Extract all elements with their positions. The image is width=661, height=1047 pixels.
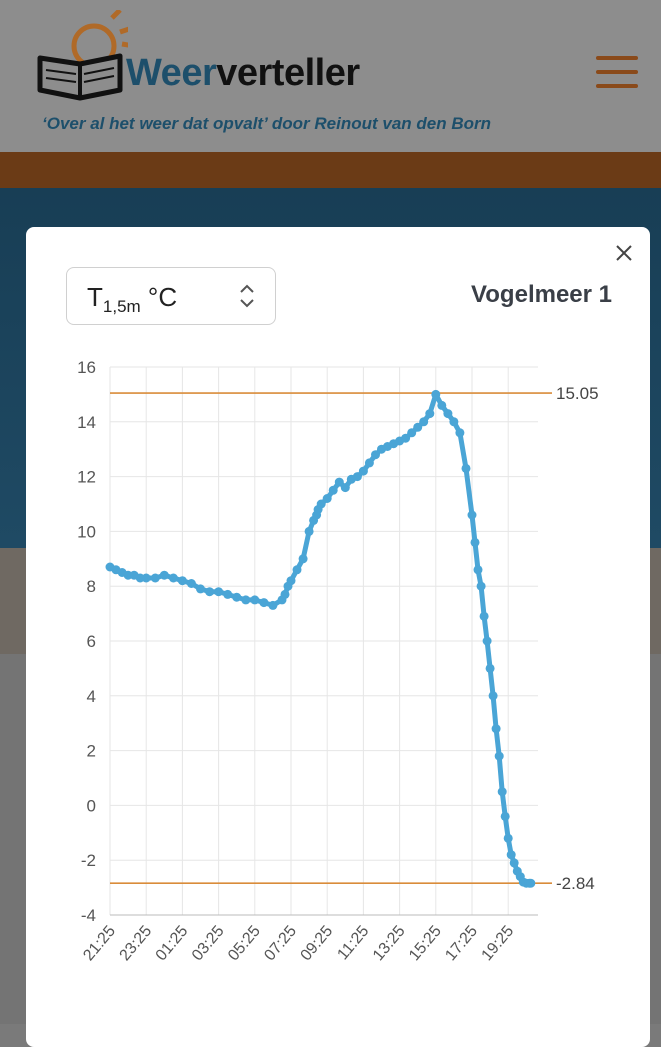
data-point <box>196 584 205 594</box>
data-point <box>443 409 453 419</box>
data-point <box>298 554 308 564</box>
data-point <box>186 579 196 588</box>
data-point <box>280 589 290 599</box>
x-tick-label: 19:25 <box>478 923 517 965</box>
site-header: Weerverteller ‘Over al het weer dat opva… <box>0 0 661 152</box>
data-point <box>488 691 498 701</box>
y-tick-label: 6 <box>87 632 96 651</box>
nav-band <box>0 152 661 188</box>
data-point <box>526 878 536 888</box>
data-point <box>205 587 215 597</box>
variable-select-value: T1,5m °C <box>87 282 177 317</box>
data-point <box>250 595 260 605</box>
y-tick-label: 0 <box>87 796 96 815</box>
data-point <box>455 428 465 438</box>
data-point <box>506 850 516 860</box>
variable-base: T <box>87 282 103 312</box>
x-tick-label: 07:25 <box>261 923 300 965</box>
x-tick-label: 09:25 <box>297 923 336 965</box>
data-point <box>413 422 423 432</box>
data-point <box>482 636 492 646</box>
y-tick-label: 16 <box>77 358 96 377</box>
data-point <box>449 417 459 427</box>
data-point <box>425 409 435 419</box>
data-point <box>268 600 278 610</box>
data-point <box>141 573 151 583</box>
data-point <box>497 787 507 797</box>
site-tagline: ‘Over al het weer dat opvalt’ door Reino… <box>42 114 491 133</box>
site-title-accent: Weer <box>126 52 217 94</box>
data-point <box>500 811 510 821</box>
y-tick-label: -2 <box>81 851 96 870</box>
data-point <box>509 858 519 868</box>
data-point <box>334 477 344 487</box>
y-tick-label: 10 <box>77 522 96 541</box>
data-point <box>232 592 242 602</box>
y-tick-label: 14 <box>77 413 96 432</box>
data-point <box>431 389 441 399</box>
chevron-up-down-icon <box>240 284 254 308</box>
data-point <box>292 565 302 575</box>
data-point <box>491 724 501 734</box>
data-point <box>494 751 504 761</box>
data-point <box>340 483 350 493</box>
data-point <box>371 450 380 460</box>
x-tick-label: 05:25 <box>225 923 264 965</box>
station-name: Vogelmeer 1 <box>471 281 612 308</box>
data-point <box>159 570 169 580</box>
close-icon[interactable] <box>612 241 636 265</box>
y-tick-label: -4 <box>81 906 96 925</box>
data-point <box>259 598 269 608</box>
data-point <box>214 587 224 597</box>
data-point <box>241 595 251 605</box>
data-point <box>461 463 471 473</box>
data-point <box>223 589 233 599</box>
x-tick-label: 11:25 <box>334 923 372 964</box>
x-tick-label: 01:25 <box>153 923 192 965</box>
data-point <box>328 485 338 495</box>
data-point <box>476 581 486 591</box>
variable-select[interactable]: T1,5m °C <box>66 267 276 325</box>
variable-sub: 1,5m <box>102 297 141 316</box>
x-tick-label: 21:25 <box>80 923 119 965</box>
data-point <box>286 576 296 586</box>
data-point <box>322 494 332 503</box>
reference-label: -2.84 <box>556 874 595 893</box>
reference-label: 15.05 <box>556 384 599 403</box>
data-point <box>470 537 480 547</box>
temperature-chart: 16 14 12 10 8 6 4 2 0 -2 -421:2523:2501:2503:2505:… <box>77 358 599 965</box>
data-point <box>437 400 447 410</box>
data-point <box>316 499 326 509</box>
data-point <box>177 576 187 586</box>
chart-modal: T1,5m °C Vogelmeer 1 16 14 12 10 8 6 4 2 0 -2 -4 21… <box>26 227 650 1047</box>
y-tick-label: 4 <box>87 687 96 706</box>
data-point <box>401 433 411 443</box>
hamburger-menu-icon[interactable] <box>596 56 638 92</box>
data-point <box>467 510 477 520</box>
y-tick-label: 12 <box>77 468 96 487</box>
data-point <box>419 417 429 427</box>
data-point <box>479 611 489 621</box>
x-tick-label: 17:25 <box>442 923 481 965</box>
site-title[interactable]: Weerverteller <box>126 52 360 95</box>
variable-unit: °C <box>147 282 178 312</box>
site-title-rest: verteller <box>216 52 360 94</box>
data-point <box>304 526 314 536</box>
x-tick-label: 23:25 <box>116 923 155 965</box>
x-tick-label: 03:25 <box>189 923 228 965</box>
data-point <box>485 663 495 673</box>
sun-book-icon[interactable] <box>36 10 128 110</box>
data-point <box>503 833 513 843</box>
data-point <box>364 458 374 468</box>
x-tick-label: 13:25 <box>370 923 409 965</box>
y-tick-label: 2 <box>87 742 96 761</box>
y-tick-label: 8 <box>87 577 96 596</box>
data-point <box>407 428 417 438</box>
data-point <box>150 573 160 583</box>
data-point <box>168 573 178 583</box>
data-point <box>358 466 368 476</box>
x-tick-label: 15:25 <box>406 923 445 965</box>
data-point <box>352 472 362 482</box>
data-point <box>473 565 483 575</box>
